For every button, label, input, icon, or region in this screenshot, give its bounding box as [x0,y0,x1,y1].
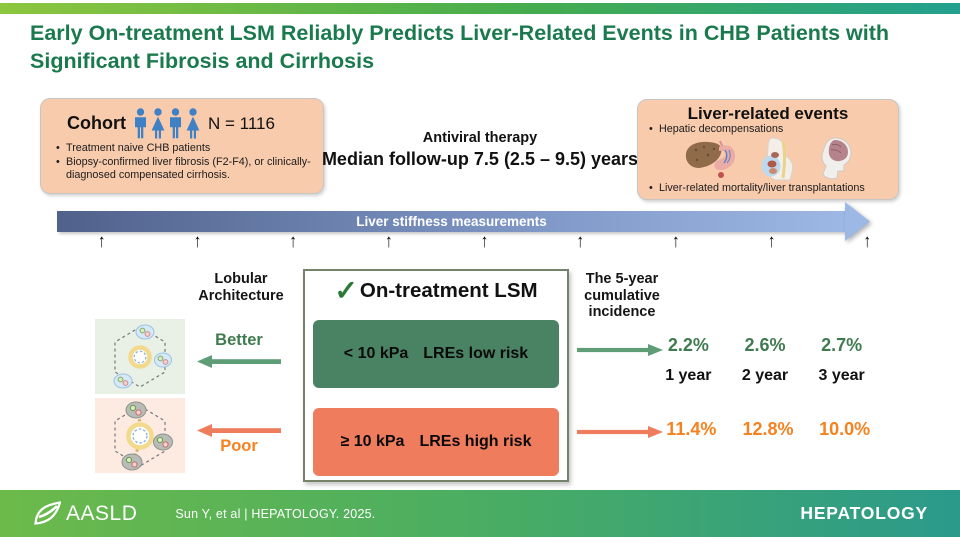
cohort-sample-size: N = 1116 [207,113,275,133]
year-label: 1 year [665,367,712,384]
up-arrow-icon: ↑ [480,230,489,252]
up-arrow-icon: ↑ [98,230,106,252]
high-risk-right-arrow-icon [577,426,663,438]
lsm-classification-panel: ✓ On-treatment LSM < 10 kPa LREs low ris… [303,269,569,482]
aasld-logo: AASLD [34,501,137,526]
decompensation-illustrations [638,137,898,182]
lsm-timeline-banner [57,211,846,232]
lsm-panel-title: On-treatment LSM [359,279,538,302]
followup-label: Median follow-up 7.5 (2.5 – 9.5) years [321,149,639,169]
low-risk-threshold: < 10 kPa [343,345,409,362]
person-male-icon [169,108,181,139]
up-arrow-icon: ↑ [672,230,680,252]
journal-name: HEPATOLOGY [800,503,928,523]
high-risk-incidence-values: 11.4% 12.8% 10.0% [653,419,883,440]
low-risk-right-arrow-icon [577,344,663,356]
incidence-heading: The 5-year cumulative incidence [584,271,660,320]
up-arrow-icon: ↑ [385,230,393,252]
person-female-icon [151,108,165,139]
liver-varices-icon [685,140,736,178]
person-male-icon [134,108,146,139]
therapy-text-block: Antiviral therapy Median follow-up 7.5 (… [295,130,665,170]
low-risk-label: LREs low risk [423,345,529,362]
year-labels-row: 1 year 2 year 3 year [650,367,880,385]
ascites-icon [761,137,794,181]
aasld-logo-text: AASLD [66,501,138,525]
up-arrow-icon: ↑ [289,230,297,252]
timeline-label: Liver stiffness measurements [356,214,547,229]
incidence-value: 2.2% [667,335,709,355]
lobular-architecture-heading: Lobular Architecture [198,271,284,304]
poor-label: Poor [220,437,258,455]
top-accent-bar [0,3,960,14]
up-arrow-icon: ↑ [576,230,584,252]
cohort-bullet: Treatment naive CHB patients [55,142,323,156]
liver-events-box: Liver-related events Hepatic decompensat… [637,99,899,200]
up-arrow-icon: ↑ [193,230,202,252]
up-arrow-icon: ↑ [863,230,872,252]
high-risk-band: ≥ 10 kPa LREs high risk [313,408,559,476]
cohort-bullet: Biopsy-confirmed liver fibrosis (F2-F4),… [55,156,323,183]
events-bullet: Hepatic decompensations [648,123,898,137]
incidence-value: 10.0% [819,419,871,439]
page-title: Early On-treatment LSM Reliably Predicts… [30,21,890,73]
checkmark-icon: ✓ [334,275,358,306]
incidence-value: 2.7% [821,335,863,355]
low-risk-band: < 10 kPa LREs low risk [313,320,559,388]
high-risk-label: LREs high risk [419,433,532,450]
footer-bar: AASLD Sun Y, et al | HEPATOLOGY. 2025. H… [0,490,960,537]
better-left-arrow-icon [197,355,281,368]
therapy-label: Antiviral therapy [422,130,538,146]
poor-left-arrow-icon [197,424,281,437]
better-label: Better [215,331,263,349]
events-bullet: Liver-related mortality/liver transplant… [648,182,898,196]
healthy-lobule-illustration [95,319,185,394]
cohort-box: Cohort N = 1116 Treatment naive CHB pati… [40,98,324,194]
person-female-icon [186,108,200,139]
citation-text: Sun Y, et al | HEPATOLOGY. 2025. [175,506,376,521]
cohort-heading: Cohort [67,113,126,133]
up-arrow-icon: ↑ [767,230,776,252]
aasld-leaf-icon [34,501,61,525]
fibrotic-lobule-illustration [95,398,185,473]
low-risk-incidence-values: 2.2% 2.6% 2.7% [650,335,880,356]
banner-arrowhead [845,202,870,241]
measurement-tick-arrows: ↑ ↑ ↑ ↑ ↑ ↑ ↑ ↑ ↑ [98,230,872,252]
encephalopathy-icon [821,137,852,180]
patient-group-icons [133,108,201,139]
incidence-value: 2.6% [744,335,786,355]
events-heading: Liver-related events [687,104,849,123]
incidence-value: 12.8% [742,419,794,439]
incidence-value: 11.4% [666,419,717,439]
high-risk-threshold: ≥ 10 kPa [340,433,405,450]
year-label: 2 year [741,367,789,384]
year-label: 3 year [818,367,865,384]
